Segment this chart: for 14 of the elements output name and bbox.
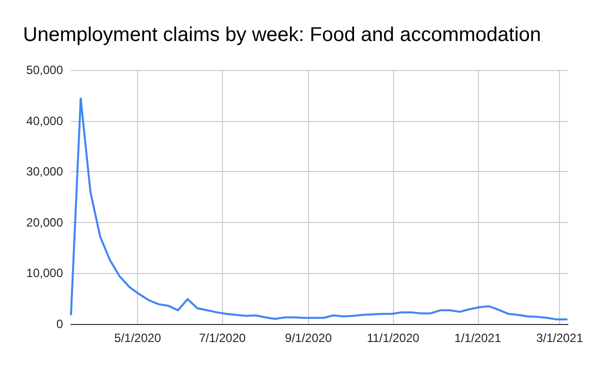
y-tick-label: 10,000 xyxy=(26,266,64,280)
y-tick-label: 40,000 xyxy=(26,114,64,128)
chart-title: Unemployment claims by week: Food and accommodation xyxy=(23,24,542,46)
y-tick-label: 30,000 xyxy=(26,164,64,179)
y-tick-label: 20,000 xyxy=(26,215,64,230)
x-tick-label: 11/1/2020 xyxy=(366,331,420,345)
x-tick-label: 9/1/2020 xyxy=(285,331,332,345)
y-tick-label: 50,000 xyxy=(26,63,64,77)
line-series xyxy=(70,97,568,320)
x-tick-label: 5/1/2020 xyxy=(114,331,162,345)
x-tick-label: 3/1/2021 xyxy=(536,331,584,345)
y-tick-label: 0 xyxy=(56,317,64,331)
x-tick-label: 7/1/2020 xyxy=(198,331,246,345)
x-tick-label: 1/1/2021 xyxy=(454,331,502,345)
